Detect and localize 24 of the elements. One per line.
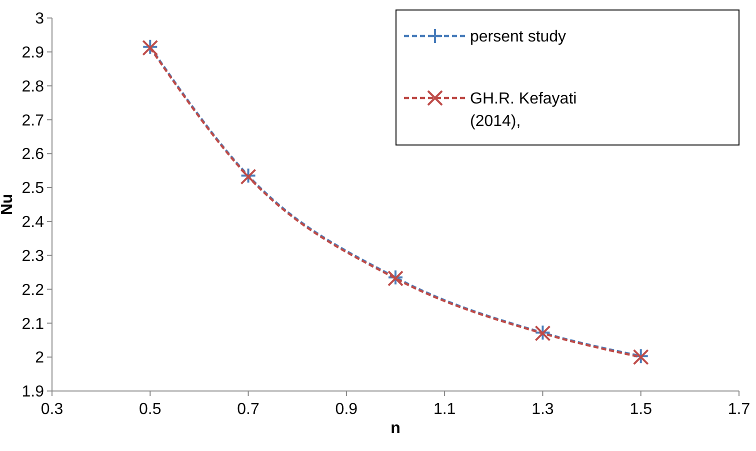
x-tick-label: 0.9 bbox=[335, 401, 358, 418]
x-tick-label: 1.1 bbox=[433, 401, 456, 418]
y-tick-label: 2 bbox=[35, 350, 44, 367]
y-tick-label: 1.9 bbox=[22, 384, 44, 401]
legend-label: GH.R. Kefayati (2014), bbox=[470, 90, 577, 130]
y-tick-label: 3 bbox=[35, 10, 44, 28]
x-tick-label: 0.3 bbox=[40, 401, 64, 418]
y-tick-label: 2.7 bbox=[22, 112, 44, 130]
x-tick-label: 1.7 bbox=[728, 401, 750, 418]
y-tick-label: 2.2 bbox=[22, 282, 44, 299]
y-tick-label: 2.6 bbox=[22, 146, 44, 164]
x-tick-label: 0.5 bbox=[139, 401, 162, 418]
y-tick-label: 2.5 bbox=[22, 180, 44, 198]
y-tick-label: 2.9 bbox=[22, 44, 44, 62]
y-axis-title: Nu bbox=[0, 194, 16, 216]
y-tick-label: 2.3 bbox=[22, 248, 44, 265]
legend-label: persent study bbox=[470, 28, 566, 46]
y-tick-label: 2.1 bbox=[22, 316, 44, 333]
x-axis-title: n bbox=[390, 420, 400, 437]
y-tick-label: 2.4 bbox=[22, 214, 44, 232]
x-tick-label: 0.7 bbox=[237, 401, 260, 418]
y-tick-label: 2.8 bbox=[22, 78, 44, 96]
x-tick-label: 1.3 bbox=[532, 401, 554, 418]
x-tick-label: 1.5 bbox=[630, 401, 652, 418]
